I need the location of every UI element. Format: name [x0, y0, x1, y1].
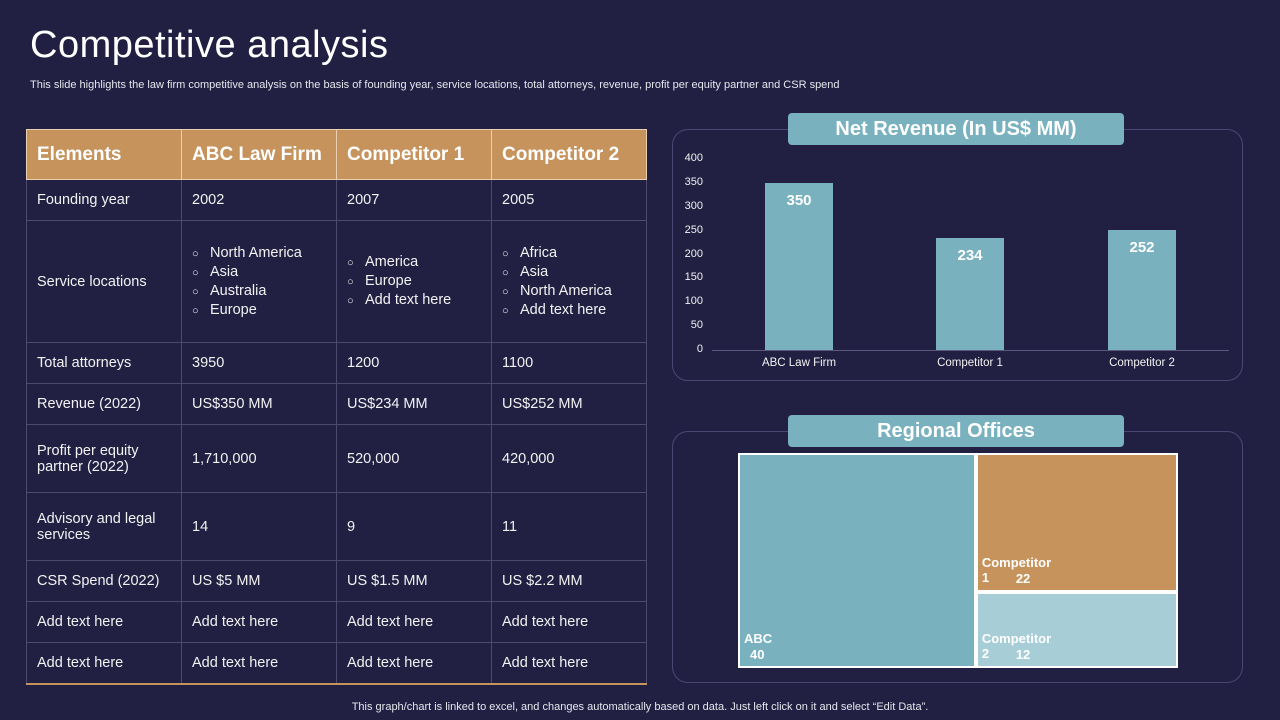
list-item: North America — [192, 244, 326, 263]
table-cell: Add text here — [336, 642, 492, 685]
table-header-row: Elements ABC Law Firm Competitor 1 Compe… — [26, 129, 647, 180]
location-list: America Europe Add text here — [347, 253, 481, 310]
treemap-value: 12 — [1015, 647, 1031, 662]
list-item: Asia — [502, 263, 636, 282]
table-cell: US $1.5 MM — [336, 560, 492, 602]
table-cell: Add text here — [491, 601, 647, 643]
table-cell: 2005 — [491, 179, 647, 221]
treemap-cell-competitor-1 — [975, 453, 1178, 593]
table-cell: 2007 — [336, 179, 492, 221]
y-tick-label: 400 — [684, 152, 703, 164]
list-item: Australia — [192, 282, 326, 301]
row-label: Total attorneys — [26, 342, 182, 384]
table-cell: 9 — [336, 492, 492, 561]
regional-offices-title: Regional Offices — [788, 415, 1124, 447]
treemap-value: 22 — [1015, 571, 1031, 587]
table-row: Revenue (2022) US$350 MM US$234 MM US$25… — [26, 383, 647, 425]
row-label: Advisory and legal services — [26, 492, 182, 561]
location-list: Africa Asia North America Add text here — [502, 244, 636, 320]
net-revenue-title: Net Revenue (In US$ MM) — [788, 113, 1124, 145]
y-tick-label: 200 — [684, 247, 703, 260]
row-label: Service locations — [26, 220, 182, 343]
table-cell: North America Asia Australia Europe — [181, 220, 337, 343]
y-tick-label: 0 — [696, 343, 703, 355]
row-label: Profit per equity partner (2022) — [26, 424, 182, 493]
list-item: America — [347, 253, 481, 272]
table-cell: Add text here — [181, 642, 337, 685]
treemap-value: 40 — [750, 647, 765, 662]
bar-value-label: 350 — [786, 191, 812, 209]
table-cell: 1,710,000 — [181, 424, 337, 493]
table-cell: 3950 — [181, 342, 337, 384]
y-tick-label: 250 — [684, 223, 703, 236]
y-tick-label: 150 — [684, 271, 703, 284]
table-cell: US $2.2 MM — [491, 560, 647, 602]
header-competitor-1: Competitor 1 — [336, 129, 492, 180]
list-item: North America — [502, 282, 636, 301]
y-tick-label: 100 — [684, 295, 703, 308]
list-item: Europe — [192, 301, 326, 320]
table-row: Service locations North America Asia Aus… — [26, 220, 647, 343]
table-cell: US$252 MM — [491, 383, 647, 425]
table-cell: Add text here — [336, 601, 492, 643]
treemap-label: Competitor 1 — [981, 555, 1052, 586]
list-item: Add text here — [502, 301, 636, 320]
table-row: Add text here Add text here Add text her… — [26, 601, 647, 643]
page-title: Competitive analysis — [30, 24, 389, 66]
treemap-cell-competitor-2 — [975, 592, 1178, 668]
bar-abc-law-firm — [765, 182, 833, 350]
table-cell: 420,000 — [491, 424, 647, 493]
x-axis-line — [712, 350, 1229, 351]
bar-competitor-1 — [936, 238, 1004, 350]
table-cell: Add text here — [181, 601, 337, 643]
table-cell: 11 — [491, 492, 647, 561]
table-cell: 1200 — [336, 342, 492, 384]
bar-competitor-2 — [1108, 229, 1176, 350]
row-label: Revenue (2022) — [26, 383, 182, 425]
table-cell: 2002 — [181, 179, 337, 221]
table-row: Advisory and legal services 14 9 11 — [26, 492, 647, 561]
bar-value-label: 252 — [1129, 238, 1155, 256]
treemap-cell-abc — [738, 453, 976, 668]
table-cell: 1100 — [491, 342, 647, 384]
list-item: Asia — [192, 263, 326, 282]
table-row: Founding year 2002 2007 2005 — [26, 179, 647, 221]
row-label: CSR Spend (2022) — [26, 560, 182, 602]
treemap-label: Competitor 2 — [981, 631, 1052, 661]
x-category-label: ABC Law Firm — [761, 357, 837, 369]
header-elements: Elements — [26, 129, 182, 180]
header-abc-law-firm: ABC Law Firm — [181, 129, 337, 180]
page-subtitle: This slide highlights the law firm compe… — [30, 79, 840, 91]
list-item: Africa — [502, 244, 636, 263]
table-cell: US$350 MM — [181, 383, 337, 425]
table-cell: America Europe Add text here — [336, 220, 492, 343]
bar-value-label: 234 — [957, 247, 983, 265]
footer-note: This graph/chart is linked to excel, and… — [351, 701, 929, 713]
treemap-label: ABC — [744, 631, 773, 646]
y-tick-label: 300 — [684, 199, 703, 212]
row-label: Add text here — [26, 642, 182, 685]
table-cell: US $5 MM — [181, 560, 337, 602]
table-cell: 520,000 — [336, 424, 492, 493]
row-label: Add text here — [26, 601, 182, 643]
location-list: North America Asia Australia Europe — [192, 244, 326, 320]
x-category-label: Competitor 1 — [937, 357, 1003, 369]
table-cell: Africa Asia North America Add text here — [491, 220, 647, 343]
table-row: Total attorneys 3950 1200 1100 — [26, 342, 647, 384]
row-label: Founding year — [26, 179, 182, 221]
table-cell: Add text here — [491, 642, 647, 685]
table-row: Profit per equity partner (2022) 1,710,0… — [26, 424, 647, 493]
comparison-table: Elements ABC Law Firm Competitor 1 Compe… — [26, 129, 647, 685]
table-cell: 14 — [181, 492, 337, 561]
header-competitor-2: Competitor 2 — [491, 129, 647, 180]
list-item: Europe — [347, 272, 481, 291]
x-category-label: Competitor 2 — [1109, 357, 1175, 369]
table-row: Add text here Add text here Add text her… — [26, 642, 647, 685]
y-tick-label: 350 — [684, 175, 703, 188]
list-item: Add text here — [347, 291, 481, 310]
table-cell: US$234 MM — [336, 383, 492, 425]
y-tick-label: 50 — [690, 319, 703, 332]
table-row: CSR Spend (2022) US $5 MM US $1.5 MM US … — [26, 560, 647, 602]
